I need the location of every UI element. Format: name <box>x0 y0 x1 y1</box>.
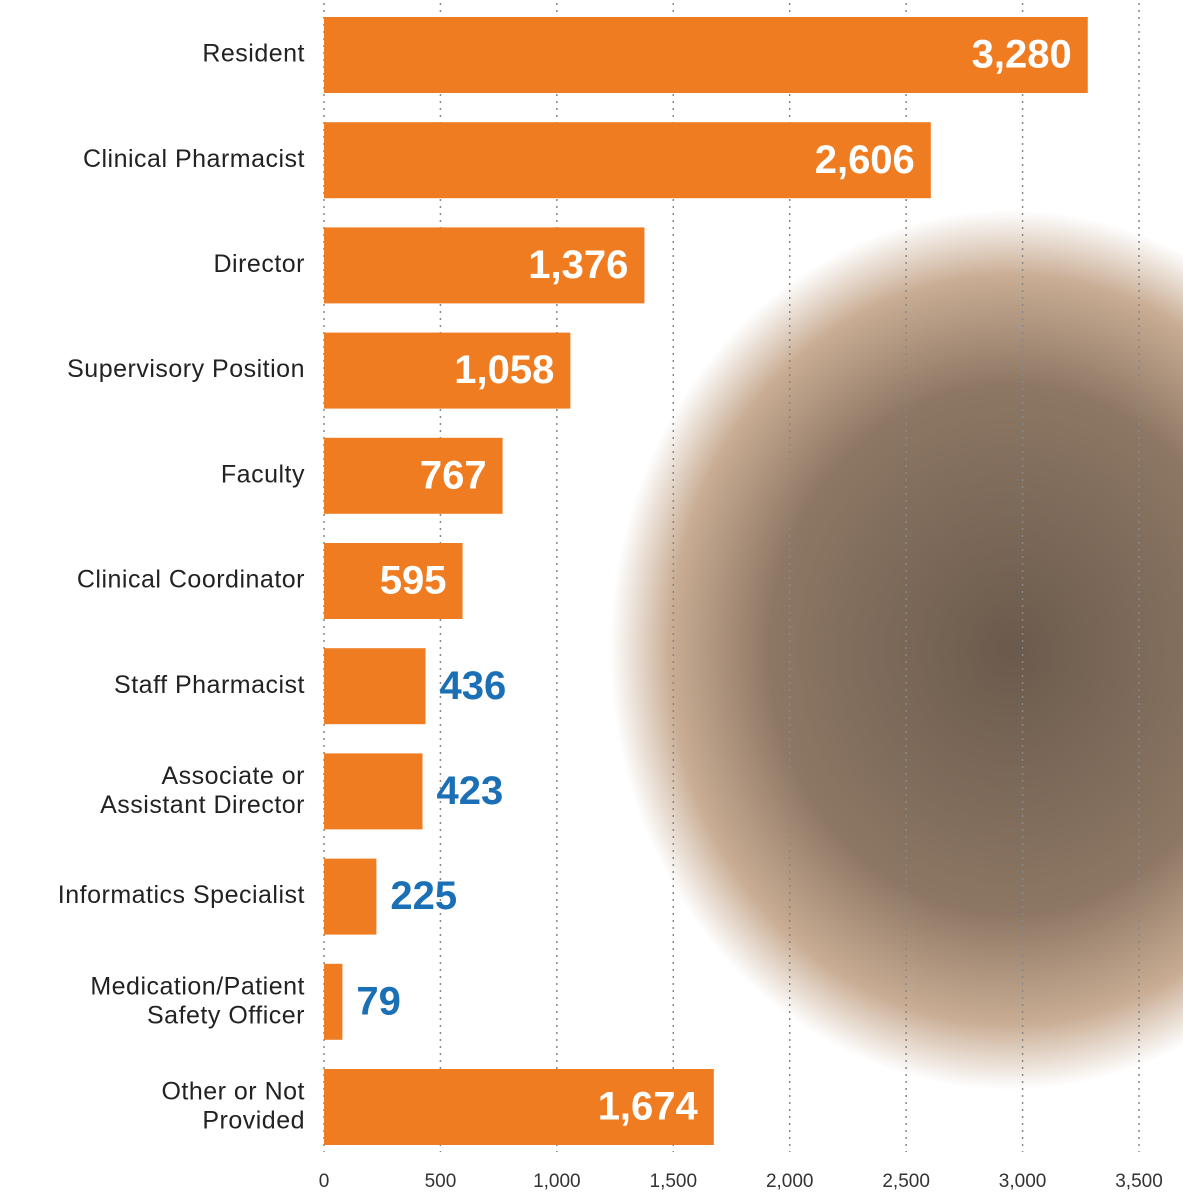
x-tick-label: 1,500 <box>650 1171 698 1192</box>
x-tick-label: 2,500 <box>882 1171 930 1192</box>
x-tick-label: 3,000 <box>999 1171 1047 1192</box>
x-tick-label: 2,000 <box>766 1171 814 1192</box>
category-label: Informatics Specialist <box>58 881 305 909</box>
background-photo <box>610 210 1183 1090</box>
value-label: 2,606 <box>815 138 915 182</box>
category-label: Supervisory Position <box>67 355 305 383</box>
value-label: 225 <box>390 874 457 918</box>
value-label: 436 <box>440 664 507 708</box>
value-label: 1,058 <box>454 348 554 392</box>
bar <box>324 753 422 829</box>
value-label: 3,280 <box>972 33 1072 77</box>
category-label: Clinical Coordinator <box>77 566 305 594</box>
x-tick-label: 0 <box>319 1171 330 1192</box>
bar <box>324 859 376 935</box>
value-label: 1,674 <box>598 1085 699 1129</box>
category-label: Clinical Pharmacist <box>83 145 305 173</box>
value-label: 1,376 <box>528 243 628 287</box>
bar <box>324 964 342 1040</box>
chart: 0 500 1,000 1,500 2,000 2,500 3,000 3,500 3,280 R… <box>0 0 1183 1196</box>
x-tick-label: 500 <box>425 1171 457 1192</box>
category-label: Director <box>213 250 305 278</box>
x-tick-label: 1,000 <box>533 1171 581 1192</box>
value-label: 767 <box>420 453 487 497</box>
bar <box>324 648 426 724</box>
value-label: 79 <box>356 979 401 1023</box>
x-tick-label: 3,500 <box>1115 1171 1163 1192</box>
category-label: Resident <box>202 40 305 68</box>
value-label: 595 <box>380 559 447 603</box>
value-label: 423 <box>436 769 503 813</box>
category-label: Staff Pharmacist <box>114 671 305 699</box>
category-label: Faculty <box>221 460 305 488</box>
